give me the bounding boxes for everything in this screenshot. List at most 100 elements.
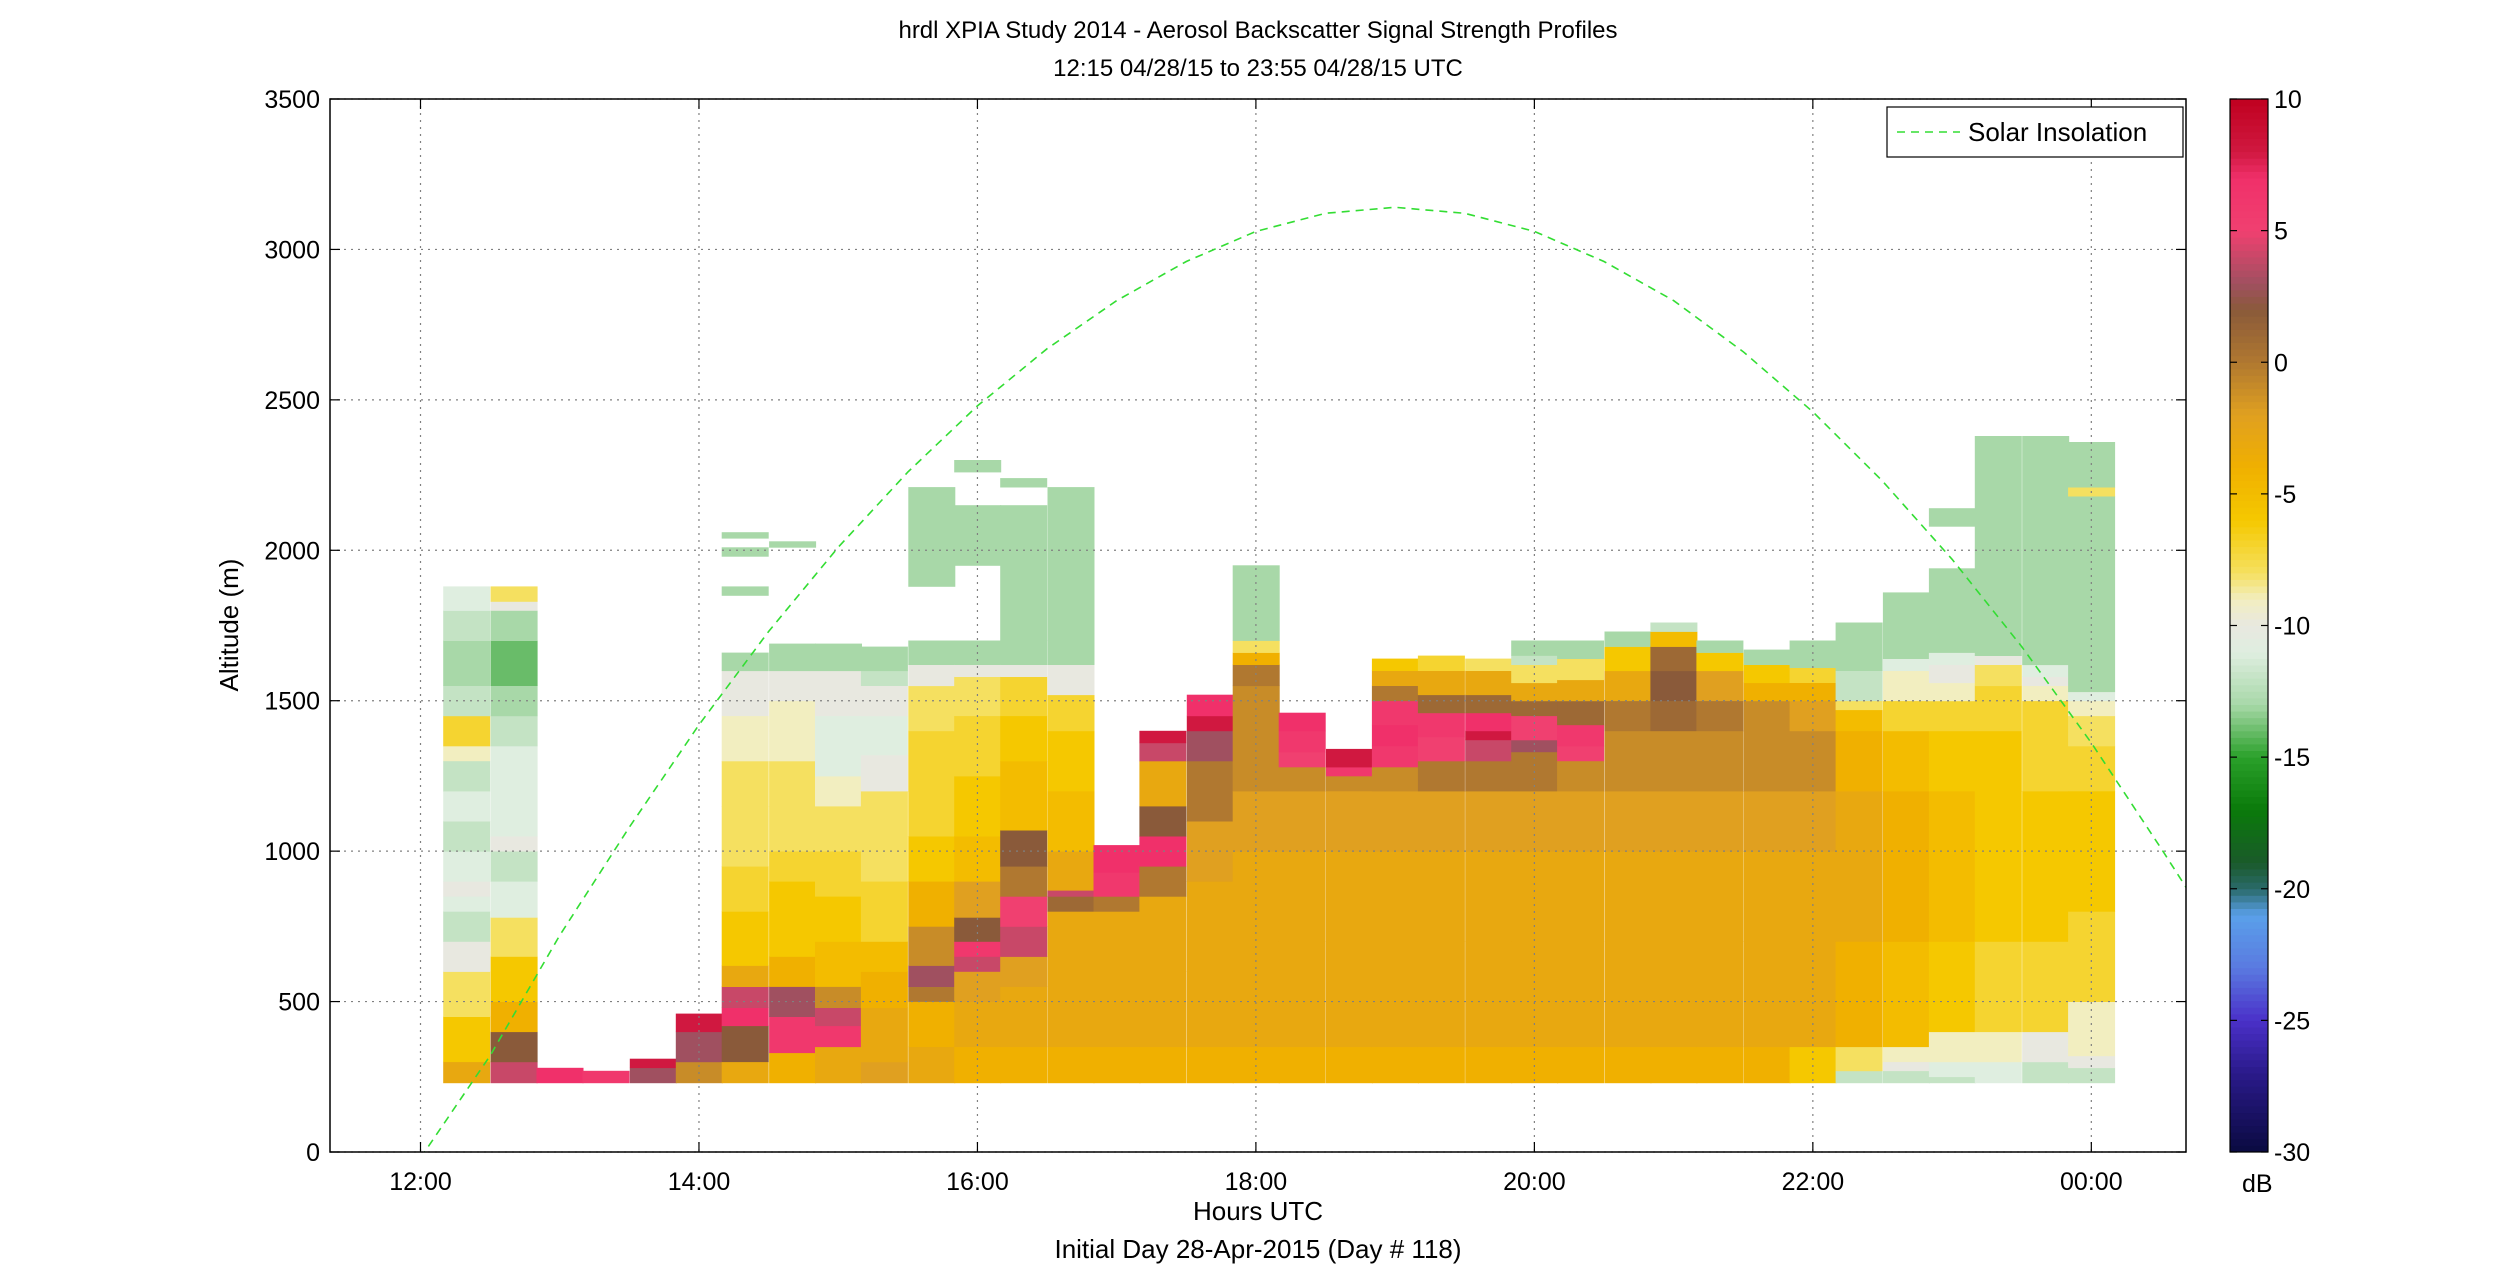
colorbar-swatch [2230, 342, 2268, 350]
colorbar-swatch [2230, 250, 2268, 258]
heatmap-cell [1604, 851, 1652, 942]
heatmap-cell [1000, 505, 1048, 641]
colorbar-swatch [2230, 270, 2268, 278]
heatmap-cell [1326, 748, 1373, 768]
colorbar-swatch [2230, 243, 2268, 251]
heatmap-cell [443, 1016, 491, 1063]
heatmap-cell [1557, 791, 1605, 852]
colorbar-swatch [2230, 651, 2268, 659]
heatmap-cell [490, 685, 538, 717]
heatmap-cell [1974, 1031, 2022, 1063]
colorbar-swatch [2230, 316, 2268, 324]
heatmap-cell [1511, 682, 1559, 702]
heatmap-cell [443, 1061, 491, 1084]
heatmap-cell [908, 487, 956, 587]
heatmap-cell [1139, 760, 1187, 807]
heatmap-cell [908, 986, 956, 1002]
heatmap-cell [443, 881, 491, 897]
heatmap-cell [2068, 1067, 2116, 1084]
colorbar-swatch [2230, 750, 2268, 758]
colorbar-swatch [2230, 638, 2268, 646]
heatmap-cell [443, 685, 491, 717]
colorbar-swatch [2230, 526, 2268, 534]
heatmap-cell [1928, 791, 1976, 852]
heatmap-cell [1974, 664, 2022, 687]
heatmap-cell [815, 1046, 862, 1084]
heatmap-cell [1186, 881, 1234, 972]
colorbar-swatch [2230, 579, 2268, 587]
heatmap-cell [1835, 730, 1883, 792]
heatmap-cell [1232, 941, 1280, 1048]
heatmap-cell [1650, 622, 1698, 632]
colorbar-swatch [2230, 1033, 2268, 1041]
colorbar-swatch [2230, 730, 2268, 738]
heatmap-cell [1186, 971, 1234, 1048]
heatmap-cell [1371, 658, 1419, 671]
heatmap-cell [1417, 736, 1465, 762]
y-tick-label: 2500 [264, 387, 320, 415]
heatmap-cell [1465, 1046, 1513, 1084]
heatmap-cell [1557, 640, 1605, 659]
heatmap-cell [860, 1031, 908, 1063]
heatmap-cell [490, 640, 538, 686]
legend-box [1886, 106, 2184, 158]
colorbar-swatch [2230, 408, 2268, 416]
heatmap-cell [721, 532, 769, 539]
heatmap-cell [769, 730, 817, 762]
colorbar-swatch [2230, 520, 2268, 528]
heatmap-cell [1278, 712, 1326, 732]
colorbar-swatch [2230, 454, 2268, 462]
heatmap-cell [954, 664, 1002, 677]
colorbar-swatch [2230, 230, 2268, 238]
heatmap-cell [1417, 655, 1465, 671]
colorbar-swatch [2230, 138, 2268, 146]
heatmap-cell [1650, 700, 1698, 732]
colorbar-swatch [2230, 862, 2268, 870]
heatmap-cell [954, 836, 1002, 882]
colorbar-swatch [2230, 632, 2268, 640]
heatmap-cell [1000, 715, 1048, 762]
heatmap-cell [1974, 436, 2022, 551]
heatmap-cell [1650, 631, 1698, 647]
colorbar-swatch [2230, 151, 2268, 159]
colorbar-swatch [2230, 559, 2268, 567]
colorbar-tick-label: -5 [2274, 481, 2296, 509]
heatmap-cell [815, 775, 862, 807]
heatmap-cell [582, 1070, 630, 1084]
heatmap-cell [721, 760, 769, 807]
heatmap-cell [1465, 739, 1513, 762]
heatmap-cell [1789, 730, 1837, 792]
colorbar-swatch [2230, 500, 2268, 508]
colorbar-swatch [2230, 888, 2268, 896]
heatmap-cell [1743, 851, 1791, 942]
colorbar-swatch [2230, 1073, 2268, 1081]
heatmap-cell [1511, 739, 1559, 753]
colorbar-swatch [2230, 447, 2268, 455]
colorbar-tick-label: 10 [2274, 86, 2302, 114]
heatmap-cell [1139, 971, 1187, 1048]
heatmap-cell [721, 547, 769, 557]
colorbar-swatch [2230, 1079, 2268, 1087]
heatmap-cell [1417, 851, 1465, 942]
heatmap-cell [443, 896, 491, 912]
heatmap-cell [860, 1007, 908, 1033]
colorbar-swatch [2230, 283, 2268, 291]
heatmap-cell [908, 836, 956, 882]
heatmap-cell [1835, 700, 1883, 711]
heatmap-cell [443, 715, 491, 747]
heatmap-cell [954, 460, 1002, 473]
heatmap-cell [1278, 766, 1326, 792]
heatmap-cell [443, 971, 491, 1017]
heatmap-cell [721, 986, 769, 1008]
heatmap-cell [1557, 1046, 1605, 1084]
heatmap-cell [1000, 896, 1048, 927]
heatmap-cell [1743, 730, 1791, 792]
heatmap-cell [1139, 742, 1187, 762]
colorbar-swatch [2230, 539, 2268, 548]
x-tick-label: 22:00 [1782, 1168, 1845, 1196]
x-axis-ticks: 12:00 14:00 16:00 18:00 20:00 22:00 00:00 [389, 99, 2123, 1196]
colorbar-swatch [2230, 421, 2268, 429]
heatmap-cell [1465, 851, 1513, 942]
colorbar-swatch [2230, 197, 2268, 205]
heatmap-cell [1371, 851, 1419, 942]
